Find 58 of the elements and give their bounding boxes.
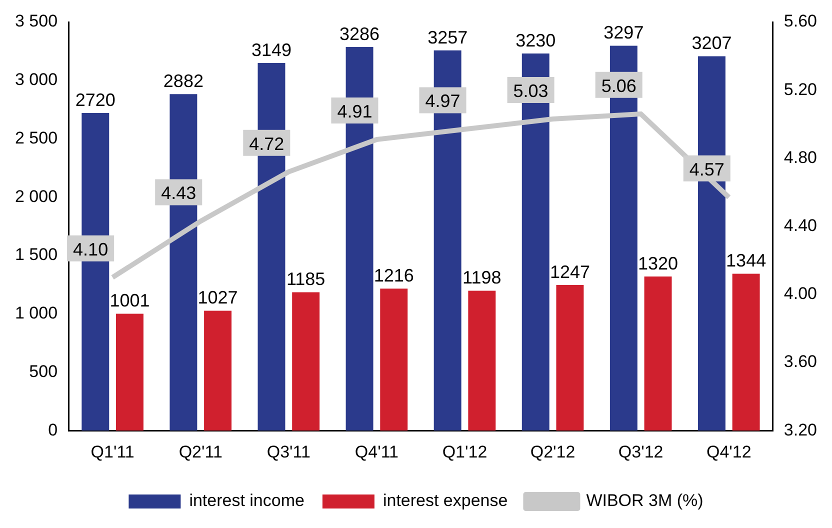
data-label: 4.10 [73,239,108,260]
y-tick-label: 2 000 [14,186,58,206]
data-label: 1216 [374,266,414,286]
data-label: 3149 [251,40,292,60]
y-tick-label: 2 500 [14,128,58,148]
x-tick-label: Q2'12 [530,442,576,462]
bar [204,310,232,431]
y-tick-label: 1 500 [14,245,58,264]
data-label: 2882 [163,71,204,92]
bar [380,288,408,431]
legend-label: interest expense [382,491,508,510]
data-label: 3207 [692,33,732,54]
y-tick-label: 3 500 [14,12,58,31]
legend-label: WIBOR 3M (%) [586,491,704,510]
y2-tick-label: 4.40 [784,216,818,235]
data-label: 4.43 [161,183,196,204]
y2-tick-label: 3.20 [784,420,818,440]
data-label: 3257 [428,27,468,48]
y2-tick-label: 4.80 [784,148,818,167]
bar [468,290,496,431]
x-tick-label: Q4'11 [354,442,398,462]
x-tick-label: Q1'12 [442,442,488,462]
x-tick-label: Q3'11 [266,442,310,462]
data-label: 5.03 [513,81,548,102]
y2-tick-label: 4.00 [784,284,818,304]
y-tick-label: 0 [48,420,58,440]
data-label: 3230 [516,30,556,50]
data-label: 4.91 [337,101,372,122]
x-tick-label: Q3'12 [618,442,664,462]
x-tick-label: Q1'11 [90,442,134,462]
data-label: 1198 [462,268,502,288]
data-label: 1320 [638,253,678,274]
y-tick-label: 3 000 [14,70,58,90]
legend-label: interest income [189,491,304,510]
bar [732,274,760,431]
data-label: 4.97 [425,91,460,112]
data-label: 4.57 [689,159,724,180]
data-label: 1247 [550,262,590,282]
data-label: 1344 [726,250,766,271]
data-label: 1001 [110,290,150,311]
y2-tick-label: 5.20 [784,80,818,99]
data-label: 3286 [340,24,380,44]
bar [292,292,320,431]
y-tick-label: 1 000 [14,304,58,323]
data-label: 5.06 [601,76,636,96]
bar [116,314,144,431]
bar [556,285,584,431]
y-tick-label: 500 [29,362,58,381]
bar [644,276,672,431]
y2-tick-label: 5.60 [784,12,818,31]
data-label: 3297 [604,22,644,43]
y2-tick-label: 3.60 [784,352,818,372]
x-tick-label: Q2'11 [178,442,222,462]
x-tick-label: Q4'12 [706,442,752,462]
data-label: 1027 [198,288,238,308]
data-label: 1185 [286,269,326,290]
data-label: 4.72 [249,134,284,154]
data-label: 2720 [75,90,116,110]
